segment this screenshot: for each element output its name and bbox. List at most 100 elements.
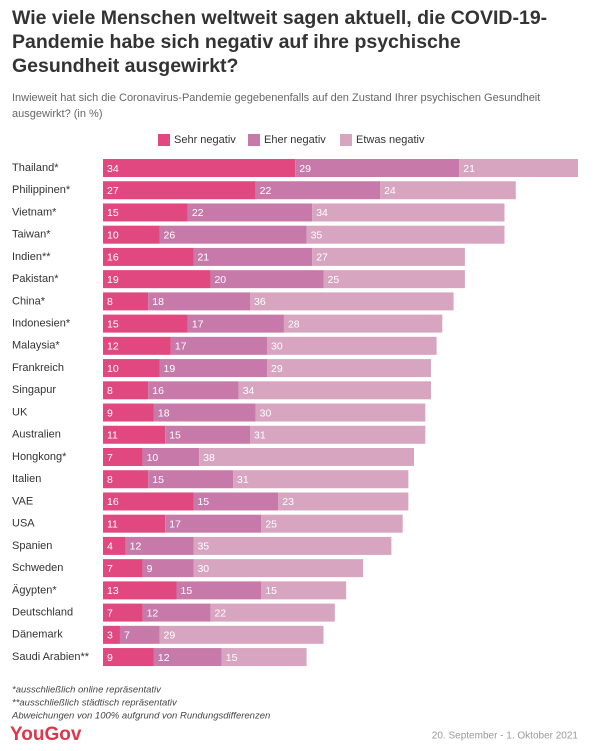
bar-segment [250, 292, 454, 311]
y-tick-label: Dänemark [12, 629, 63, 641]
value-label: 35 [311, 229, 323, 241]
bar-segment [103, 625, 120, 644]
bar-segment [255, 181, 381, 200]
bar-segment [193, 559, 364, 578]
y-tick-label: Deutschland [12, 607, 73, 619]
value-label: 17 [169, 518, 181, 530]
value-label: 15 [181, 585, 193, 597]
y-tick-label: Spanien [12, 540, 52, 552]
value-label: 9 [107, 407, 113, 419]
value-label: 15 [265, 585, 277, 597]
bar-segment [103, 203, 188, 222]
bar-segment [103, 447, 143, 466]
value-label: 12 [130, 541, 142, 553]
y-tick-label: Thailand* [12, 162, 59, 174]
bar-segment [380, 181, 516, 200]
bar-segment [283, 314, 443, 333]
value-label: 35 [197, 541, 209, 553]
value-label: 31 [237, 474, 249, 486]
bar-segment [250, 425, 426, 444]
value-label: 13 [107, 585, 119, 597]
bar-segment [103, 648, 154, 667]
value-label: 9 [107, 652, 113, 664]
y-tick-label: Schweden [12, 562, 63, 574]
value-label: 36 [254, 296, 266, 308]
bar-segment [103, 559, 143, 578]
value-label: 38 [203, 452, 215, 464]
value-label: 9 [147, 563, 153, 575]
bar-segment [119, 625, 160, 644]
value-label: 30 [260, 407, 272, 419]
value-label: 12 [147, 607, 159, 619]
value-label: 25 [265, 518, 277, 530]
value-label: 34 [316, 207, 328, 219]
value-label: 27 [107, 185, 119, 197]
value-label: 29 [164, 630, 176, 642]
value-label: 21 [197, 252, 209, 264]
chart-subtitle: Inwieweit hat sich die Coronavirus-Pande… [12, 92, 541, 120]
value-label: 21 [463, 163, 475, 175]
y-tick-label: Australien [12, 429, 61, 441]
value-label: 15 [197, 496, 209, 508]
bar-segment [148, 292, 251, 311]
bar-segment [103, 270, 211, 289]
bar-segment [170, 336, 267, 355]
value-label: 17 [175, 341, 187, 353]
value-label: 10 [107, 363, 119, 375]
bar-segment [103, 336, 171, 355]
y-tick-label: Saudi Arabien** [12, 651, 90, 663]
value-label: 7 [107, 563, 113, 575]
value-label: 25 [328, 274, 340, 286]
value-label: 11 [107, 430, 118, 442]
bar-segment [176, 581, 262, 600]
value-label: 18 [152, 296, 164, 308]
bar-segment [153, 648, 222, 667]
value-label: 22 [214, 607, 226, 619]
value-label: 7 [124, 630, 130, 642]
legend-label: Eher negativ [264, 134, 326, 146]
y-tick-label: Pakistan* [12, 273, 59, 285]
value-label: 11 [107, 518, 118, 530]
bar-segment [278, 492, 409, 511]
y-tick-label: VAE [12, 495, 33, 507]
y-tick-label: Singapur [12, 384, 56, 396]
bar-segment [142, 603, 211, 622]
value-label: 15 [107, 207, 119, 219]
value-label: 16 [152, 385, 164, 397]
bar-segment [187, 314, 284, 333]
y-tick-label: China* [12, 295, 46, 307]
value-label: 8 [107, 296, 113, 308]
y-tick-label: Philippinen* [12, 184, 71, 196]
bar-segment [103, 314, 188, 333]
value-label: 19 [107, 274, 119, 286]
value-label: 20 [214, 274, 226, 286]
bar-segment [199, 447, 415, 466]
legend-swatch [340, 134, 352, 146]
logo: YouGov [10, 724, 82, 745]
y-tick-label: Frankreich [12, 362, 64, 374]
value-label: 29 [271, 363, 283, 375]
bar-segment [103, 514, 166, 533]
bar-segment [221, 648, 307, 667]
y-tick-label: USA [12, 518, 35, 530]
bar-segment [159, 359, 267, 378]
y-tick-label: Italien [12, 473, 41, 485]
bar-segment [255, 403, 426, 422]
bar-segment [125, 536, 194, 555]
bar-segment [323, 270, 465, 289]
bar-segment [103, 159, 296, 177]
value-label: 10 [147, 452, 159, 464]
value-label: 7 [107, 607, 113, 619]
value-label: 15 [152, 474, 164, 486]
y-tick-label: Malaysia* [12, 340, 60, 352]
bar-segment [193, 247, 313, 266]
value-label: 15 [107, 318, 119, 330]
bar-segment [193, 492, 279, 511]
value-label: 34 [243, 385, 255, 397]
bar-segment [103, 359, 160, 378]
value-label: 16 [107, 496, 119, 508]
bar-segment [193, 536, 392, 555]
legend-swatch [248, 134, 260, 146]
bar-segment [295, 159, 460, 177]
